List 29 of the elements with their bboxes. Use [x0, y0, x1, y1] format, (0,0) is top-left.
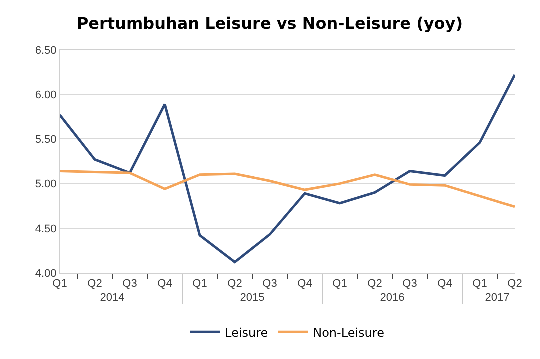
- line-series: [60, 74, 515, 264]
- x-tick-label: Q4: [438, 278, 452, 290]
- y-tick-label: 6.50: [35, 44, 57, 57]
- y-tick-label: 4.50: [35, 223, 57, 236]
- x-tick-label: Q2: [88, 278, 102, 290]
- x-tick-label: Q4: [298, 278, 312, 290]
- x-tick-label: Q3: [402, 278, 418, 290]
- y-tick-label: 6.00: [35, 89, 57, 102]
- text: 2015: [240, 292, 265, 304]
- x-tick-label: Q3: [122, 278, 138, 290]
- x-tick-label: Q2: [228, 278, 242, 290]
- line-series: [60, 170, 515, 208]
- y-tick-label: 5.50: [35, 134, 57, 146]
- x-tick-label: Q1: [192, 278, 208, 290]
- chart-title: Pertumbuhan Leisure vs Non-Leisure (yoy): [76, 14, 464, 34]
- x-tick-label: Q4: [158, 278, 172, 290]
- x-tick-label: Q2: [508, 278, 522, 290]
- legend-label: Non-Leisure: [313, 326, 384, 340]
- x-tick-label: Q2: [368, 278, 382, 290]
- text: 2014: [100, 292, 125, 304]
- x-tick-label: Q3: [262, 278, 278, 290]
- x-tick-label: Q1: [332, 278, 348, 290]
- x-tick-label: Q1: [52, 278, 68, 290]
- y-tick-label: 4.00: [35, 268, 57, 280]
- text: 2017: [485, 292, 510, 304]
- text: 2016: [380, 292, 405, 304]
- legend-label: Leisure: [225, 326, 268, 340]
- x-tick-label: Q1: [472, 278, 488, 290]
- y-tick-label: 5.00: [35, 178, 57, 191]
